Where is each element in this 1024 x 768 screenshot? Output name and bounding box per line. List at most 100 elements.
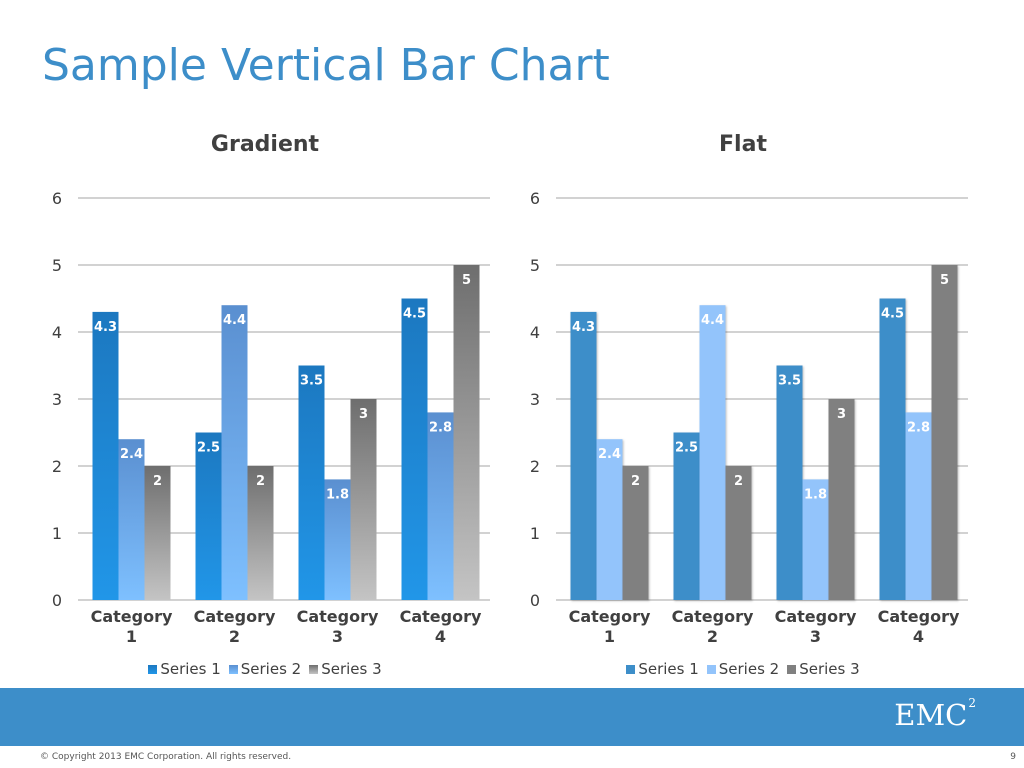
gradient-chart-plot: 0 1 2 3 4 5 6 4.3 2.4 2 Category 1 2.5 4.4 2 Category 2 3… [52, 189, 490, 646]
legend-swatch [626, 664, 636, 674]
bar-series-3 [453, 265, 480, 600]
gradient-chart: Gradient 0 1 2 3 4 5 6 4.3 2.4 2 Category 1 2.5 4.4 2 C… [30, 120, 500, 685]
legend-label: Series 1 [638, 660, 699, 678]
y-tick-label: 3 [530, 390, 540, 409]
data-label: 4.3 [572, 320, 595, 335]
legend-swatch [706, 664, 716, 674]
x-tick-label: Category 1 [91, 607, 173, 646]
y-tick-label: 5 [530, 256, 540, 275]
y-tick-label: 1 [530, 524, 540, 543]
data-label: 3.5 [300, 374, 323, 389]
bar-series-2 [802, 479, 829, 600]
y-tick-label: 3 [52, 390, 62, 409]
bar-series-1 [195, 432, 222, 600]
data-label: 3.5 [778, 374, 801, 389]
data-label: 3 [359, 407, 368, 422]
data-label: 2.4 [598, 447, 621, 462]
data-label: 2.5 [197, 441, 220, 456]
bar-series-2 [427, 412, 454, 600]
data-label: 2 [153, 474, 162, 489]
data-label: 2.8 [429, 420, 452, 435]
bar-series-2 [118, 439, 145, 600]
bar-series-2 [221, 305, 248, 600]
x-tick-label: Category 4 [400, 607, 482, 646]
data-label: 4.3 [94, 320, 117, 335]
data-label: 2 [734, 474, 743, 489]
data-label: 2.5 [675, 441, 698, 456]
data-label: 2 [631, 474, 640, 489]
data-label: 1.8 [804, 487, 827, 502]
bar-series-1 [401, 298, 428, 600]
legend-swatch [309, 664, 319, 674]
data-label: 2 [256, 474, 265, 489]
bar-series-1 [879, 298, 906, 600]
legend-label: Series 2 [240, 660, 302, 678]
flat-chart-plot: 0 1 2 3 4 5 6 4.3 2.4 2 Category 1 2.5 4.4 2 Category 2 3… [530, 189, 968, 646]
bar-series-3 [622, 466, 649, 600]
legend-label: Series 2 [718, 660, 780, 678]
bar-series-1 [570, 311, 597, 600]
bar-series-3 [725, 466, 752, 600]
y-tick-label: 0 [530, 591, 540, 610]
bar-series-3 [247, 466, 274, 600]
flat-chart: Flat 0 1 2 3 4 5 6 4.3 2.4 2 Category 1 2.5 4.4 2 Categ… [508, 120, 978, 685]
bar-series-3 [350, 399, 377, 600]
chart-title: Gradient [210, 132, 320, 157]
data-label: 4.5 [881, 307, 904, 322]
y-tick-label: 6 [530, 189, 540, 208]
legend-entry: Series 2 [228, 660, 302, 678]
copyright-notice: © Copyright 2013 EMC Corporation. All ri… [40, 752, 292, 762]
x-tick-label: Category 4 [878, 607, 960, 646]
bar-series-3 [931, 265, 958, 600]
legend-entry: Series 3 [787, 660, 860, 678]
bar-series-3 [144, 466, 171, 600]
emc-logo: EMC2 [894, 696, 976, 732]
chart-legend: Series 1 Series 2 Series 3 [508, 660, 978, 678]
bar-series-2 [699, 305, 726, 600]
legend-label: Series 3 [321, 660, 382, 678]
y-tick-label: 2 [530, 457, 540, 476]
legend-entry: Series 1 [626, 660, 699, 678]
slide-title: Sample Vertical Bar Chart [42, 40, 610, 91]
bar-series-1 [673, 432, 700, 600]
chart-legend: Series 1 Series 2 Series 3 [30, 660, 500, 678]
legend-label: Series 3 [799, 660, 860, 678]
bar-series-2 [324, 479, 351, 600]
bar-series-2 [596, 439, 623, 600]
y-tick-label: 0 [52, 591, 62, 610]
data-label: 4.5 [403, 307, 426, 322]
legend-entry: Series 2 [706, 660, 780, 678]
bar-series-1 [776, 365, 803, 600]
data-label: 2.8 [907, 420, 930, 435]
data-label: 2.4 [120, 447, 143, 462]
x-tick-label: Category 2 [194, 607, 276, 646]
logo-text: EMC [894, 698, 968, 732]
data-label: 5 [462, 273, 471, 288]
legend-swatch [787, 664, 797, 674]
y-tick-label: 2 [52, 457, 62, 476]
legend-entry: Series 3 [309, 660, 382, 678]
legend-swatch [228, 664, 238, 674]
chart-title: Flat [719, 132, 767, 157]
data-label: 1.8 [326, 487, 349, 502]
bar-series-1 [92, 311, 119, 600]
legend-entry: Series 1 [148, 660, 221, 678]
bar-series-3 [828, 399, 855, 600]
bar-series-2 [905, 412, 932, 600]
bar-series-1 [298, 365, 325, 600]
data-label: 4.4 [223, 313, 246, 328]
data-label: 5 [940, 273, 949, 288]
footer-band: EMC2 [0, 688, 1024, 746]
x-tick-label: Category 3 [775, 607, 857, 646]
x-tick-label: Category 1 [569, 607, 651, 646]
legend-label: Series 1 [160, 660, 221, 678]
y-tick-label: 6 [52, 189, 62, 208]
logo-superscript: 2 [968, 696, 976, 710]
data-label: 3 [837, 407, 846, 422]
legend-swatch [148, 664, 158, 674]
page-number: 9 [1010, 752, 1016, 762]
x-tick-label: Category 2 [672, 607, 754, 646]
x-tick-label: Category 3 [297, 607, 379, 646]
y-tick-label: 4 [52, 323, 62, 342]
y-tick-label: 4 [530, 323, 540, 342]
